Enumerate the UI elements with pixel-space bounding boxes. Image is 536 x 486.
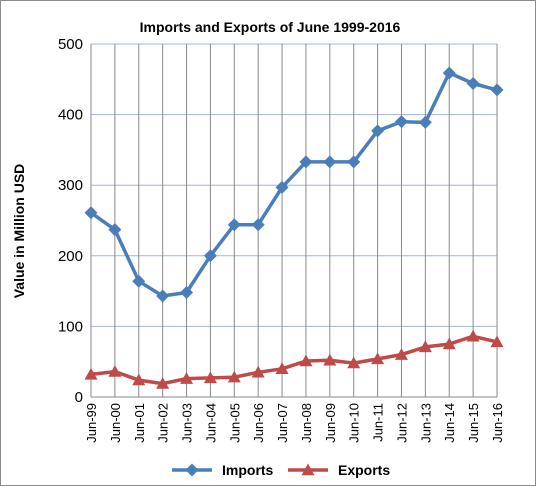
exports-point <box>132 373 146 386</box>
imports-point <box>108 223 122 237</box>
exports-point <box>371 352 385 365</box>
exports-legend-marker <box>301 463 315 476</box>
imports-point <box>418 115 432 129</box>
x-tick-label: Jun-04 <box>203 403 218 443</box>
imports-point <box>84 206 98 220</box>
y-tick-label: 500 <box>58 36 83 53</box>
exports-series-line <box>90 334 498 386</box>
imports-point <box>299 155 313 169</box>
x-tick-label: Jun-14 <box>442 403 457 443</box>
y-tick-label: 400 <box>58 107 83 124</box>
exports-point <box>84 367 98 380</box>
axes <box>90 44 497 398</box>
imports-legend-marker <box>185 463 199 477</box>
exports-point <box>418 340 432 353</box>
exports-point <box>442 337 456 350</box>
y-tick-label: 0 <box>75 389 83 406</box>
x-tick-label: Jun-02 <box>156 403 171 443</box>
x-tick-label: Jun-15 <box>466 403 481 443</box>
exports-point <box>251 365 265 378</box>
x-tick-label: Jun-06 <box>251 403 266 443</box>
x-tick-label: Jun-10 <box>347 403 362 443</box>
x-tick-label: Jun-00 <box>108 403 123 443</box>
x-tick-labels: Jun-99 Jun-00 Jun-01 Jun-02 Jun-03 Jun-04 Jun-… <box>84 403 505 443</box>
exports-point <box>466 329 480 342</box>
imports-point <box>347 155 361 169</box>
x-tick-label: Jun-01 <box>132 403 147 443</box>
exports-point <box>203 371 217 384</box>
chart-title: Imports and Exports of June 1999-2016 <box>140 19 401 35</box>
exports-point <box>347 356 361 369</box>
exports-point <box>108 365 122 377</box>
exports-point <box>323 353 337 366</box>
exports-point <box>156 377 170 389</box>
y-tick-label: 100 <box>58 318 83 335</box>
x-tick-label: Jun-03 <box>180 403 195 443</box>
x-tick-label: Jun-11 <box>371 403 386 442</box>
x-tick-label: Jun-09 <box>323 403 338 443</box>
imports-point <box>180 286 194 300</box>
x-tick-label: Jun-99 <box>84 403 99 443</box>
exports-point <box>180 372 194 384</box>
imports-point <box>132 274 146 288</box>
imports-point <box>203 249 217 263</box>
imports-legend-label: Imports <box>222 462 274 478</box>
imports-point <box>323 155 337 169</box>
imports-point <box>490 83 504 97</box>
imports-point <box>371 124 385 138</box>
imports-point <box>156 289 170 303</box>
imports-point <box>466 77 480 91</box>
exports-point <box>490 335 504 348</box>
imports-point <box>227 218 241 232</box>
series-group <box>84 66 504 389</box>
imports-point <box>251 218 265 232</box>
x-tick-label: Jun-05 <box>227 403 242 443</box>
exports-point <box>227 370 241 383</box>
x-tick-label: Jun-13 <box>418 403 433 443</box>
x-tick-label: Jun-08 <box>299 403 314 443</box>
imports-point <box>442 66 456 80</box>
y-tick-label: 300 <box>58 177 83 194</box>
exports-legend-label: Exports <box>338 462 390 478</box>
imports-point <box>275 180 289 194</box>
gridlines <box>90 43 498 397</box>
imports-point <box>394 115 408 129</box>
y-tick-labels: 0 100 200 300 400 500 <box>58 36 83 406</box>
exports-point <box>299 354 313 367</box>
x-tick-label: Jun-16 <box>490 403 505 443</box>
x-tick-label: Jun-07 <box>275 403 290 443</box>
y-tick-label: 200 <box>58 248 83 265</box>
exports-point <box>394 348 408 360</box>
imports-series-line <box>89 71 498 298</box>
y-axis-label: Value in Million USD <box>11 164 27 299</box>
exports-point <box>275 362 289 374</box>
x-tick-label: Jun-12 <box>394 403 409 443</box>
legend: Imports Exports <box>172 462 390 478</box>
